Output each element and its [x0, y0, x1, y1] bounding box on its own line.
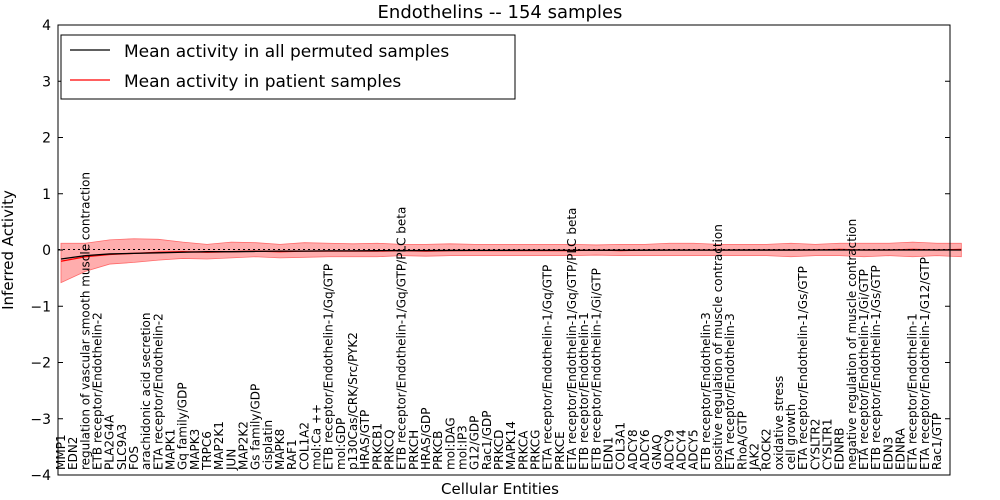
entity-label: MAPK8	[273, 429, 287, 470]
entity-label: mol:Ca ++	[310, 404, 324, 470]
entity-label: MAPK14	[504, 421, 518, 470]
entity-label: ADCY5	[687, 429, 701, 470]
y-tick-label: −4	[30, 468, 51, 484]
entity-label: ADCY4	[675, 429, 689, 470]
entity-label: ETB receptor/Endothelin-1	[577, 312, 591, 470]
entity-label: mol:GDP	[334, 418, 348, 470]
entity-label: MAP2K1	[212, 421, 226, 470]
entity-label: ETB receptor/Endothelin-1/Gq/GTP/PLC bet…	[395, 207, 409, 470]
entity-label: ETB receptor/Endothelin-1/Gi/GTP	[589, 268, 603, 470]
entity-label: Rac1/GDP	[480, 411, 494, 470]
entity-label: ETB receptor/Endothelin-1/Gs/GTP	[869, 265, 883, 470]
entity-label: PRKCQ	[383, 429, 397, 470]
entity-label: PRKCB1	[370, 423, 384, 470]
entity-label: MAPK1	[164, 429, 178, 470]
y-tick-label: 0	[42, 243, 51, 259]
entity-label: CYSLTR1	[821, 419, 835, 470]
legend-box	[60, 34, 516, 100]
entity-label: arachidonic acid secretion	[139, 313, 153, 470]
y-tick-label: −2	[30, 356, 51, 372]
entity-label: ADCY6	[638, 429, 652, 470]
entity-label: EDN3	[881, 437, 895, 470]
y-tick-label: −1	[30, 299, 51, 315]
entity-label: positive regulation of muscle contractio…	[711, 224, 725, 470]
entity-label: SLC9A3	[115, 424, 129, 470]
entity-label: EDNRA	[894, 427, 908, 470]
entity-label: Gs family/GDP	[249, 384, 263, 470]
entity-label: ETA receptor/Endothelin-1/G12/GTP	[918, 257, 932, 470]
legend-label-patient: Mean activity in patient samples	[124, 72, 401, 92]
entity-label: ETA receptor/Endothelin-1	[906, 313, 920, 470]
y-tick-label: 2	[42, 131, 51, 147]
entity-label: ETA receptor/Endothelin-1/Gs/GTP	[796, 266, 810, 470]
entity-label: regulation of vascular smooth muscle con…	[78, 172, 92, 470]
entity-label: ETA receptor/Endothelin-1/Gi/GTP	[857, 269, 871, 470]
entity-label: CYSLTR2	[808, 419, 822, 470]
y-axis-label: Inferred Activity	[0, 190, 17, 310]
y-tick-label: 1	[42, 187, 51, 203]
entity-label: EDN1	[602, 437, 616, 470]
entity-label: negative regulation of muscle contractio…	[845, 219, 859, 470]
entity-label: ETB receptor/Endothelin-1/Gq/GTP	[322, 264, 336, 470]
entity-label: EDNRB	[833, 428, 847, 470]
entity-label: mol:IP3	[456, 425, 470, 470]
series-line-layer	[60, 248, 962, 262]
entity-label: ETA receptor/Endothelin-3	[723, 313, 737, 470]
entity-label: Gq family/GDP	[176, 382, 190, 470]
entity-label: G12/GDP	[468, 416, 482, 470]
entity-label: RAF1	[285, 439, 299, 470]
chart-title: Endothelins -- 154 samples	[378, 2, 623, 23]
entity-label: TRPC6	[200, 431, 214, 471]
entity-label: ADCY9	[662, 429, 676, 470]
entity-label: EDN2	[66, 437, 80, 470]
legend: Mean activity in all permuted samples Me…	[60, 34, 516, 100]
entity-label: PRKCB	[431, 431, 445, 470]
entity-label: JAK2	[748, 443, 762, 471]
entity-label: mol:DAG	[443, 417, 457, 470]
y-tick-label: −3	[30, 412, 51, 428]
entity-label: PRKCG	[529, 430, 543, 470]
entity-label: Rac1/GTP	[930, 413, 944, 470]
entity-label: HRAS/GTP	[358, 410, 372, 470]
entity-label: MAPK3	[188, 429, 202, 470]
entity-label: COL3A1	[614, 422, 628, 470]
entity-label: MMP1	[54, 434, 68, 470]
confidence-band-layer	[60, 238, 962, 284]
entity-label: ETA receptor/Endothelin-2	[151, 313, 165, 470]
entity-label: PRKCD	[492, 430, 506, 470]
entity-label: PRKCA	[516, 430, 530, 470]
y-tick-label: 3	[42, 74, 51, 90]
entity-label: ETA receptor/Endothelin-1/Gq/GTP	[541, 265, 555, 470]
y-tick-label: 4	[42, 18, 51, 34]
y-axis: −4 −3 −2 −1 0 1 2 3 4	[30, 18, 950, 484]
entity-label: ROCK2	[760, 428, 774, 470]
entity-label: PRKCH	[407, 430, 421, 470]
entity-label: GNAQ	[650, 434, 664, 470]
entity-label: cisplatin	[261, 420, 275, 470]
entity-label: ETB receptor/Endothelin-2	[91, 312, 105, 470]
entity-label: ETB receptor/Endothelin-3	[699, 312, 713, 470]
entity-label: p130Cas/CRK/Src/PYK2	[346, 332, 360, 470]
entity-label: HRAS/GDP	[419, 407, 433, 470]
entity-label: ADCY8	[626, 429, 640, 470]
entity-label: PRKCE	[553, 431, 567, 470]
series-line-permuted	[60, 249, 962, 260]
entity-label: JUN	[224, 449, 238, 471]
entity-label: RhoA/GTP	[735, 411, 749, 470]
entity-label: cell growth	[784, 404, 798, 470]
entity-label: FOS	[127, 446, 141, 470]
entity-label: PLA2G4A	[103, 414, 117, 470]
entity-label: COL1A2	[297, 422, 311, 470]
entity-label: MAP2K2	[237, 421, 251, 470]
entity-label: ETA receptor/Endothelin-1/Gq/GTP/PLC bet…	[565, 208, 579, 470]
entity-label: oxidative stress	[772, 376, 786, 470]
patient-confidence-band	[60, 238, 962, 284]
legend-label-permuted: Mean activity in all permuted samples	[124, 42, 449, 62]
x-axis-label: Cellular Entities	[441, 480, 559, 498]
